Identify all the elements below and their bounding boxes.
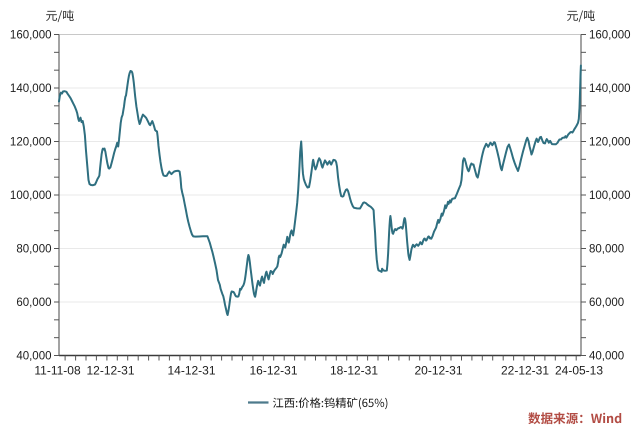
svg-text:120,000: 120,000 [10, 137, 52, 149]
svg-text:60,000: 60,000 [16, 297, 51, 309]
svg-text:60,000: 60,000 [589, 297, 624, 309]
svg-text:160,000: 160,000 [589, 30, 631, 42]
svg-text:40,000: 40,000 [589, 351, 624, 363]
svg-text:22-12-31: 22-12-31 [501, 364, 549, 378]
svg-text:11-11-08: 11-11-08 [34, 364, 81, 378]
svg-text:120,000: 120,000 [589, 137, 631, 149]
svg-text:40,000: 40,000 [16, 351, 51, 363]
svg-text:12-12-31: 12-12-31 [86, 364, 134, 378]
svg-text:140,000: 140,000 [10, 83, 52, 95]
svg-text:16-12-31: 16-12-31 [249, 364, 297, 378]
svg-text:160,000: 160,000 [10, 30, 52, 42]
svg-text:80,000: 80,000 [589, 244, 624, 256]
svg-text:14-12-31: 14-12-31 [167, 364, 215, 378]
svg-text:24-05-13: 24-05-13 [555, 364, 603, 378]
svg-text:100,000: 100,000 [10, 190, 52, 202]
svg-text:80,000: 80,000 [16, 244, 51, 256]
svg-text:18-12-31: 18-12-31 [330, 364, 378, 378]
svg-text:20-12-31: 20-12-31 [414, 364, 462, 378]
svg-text:140,000: 140,000 [589, 83, 631, 95]
svg-text:100,000: 100,000 [589, 190, 631, 202]
